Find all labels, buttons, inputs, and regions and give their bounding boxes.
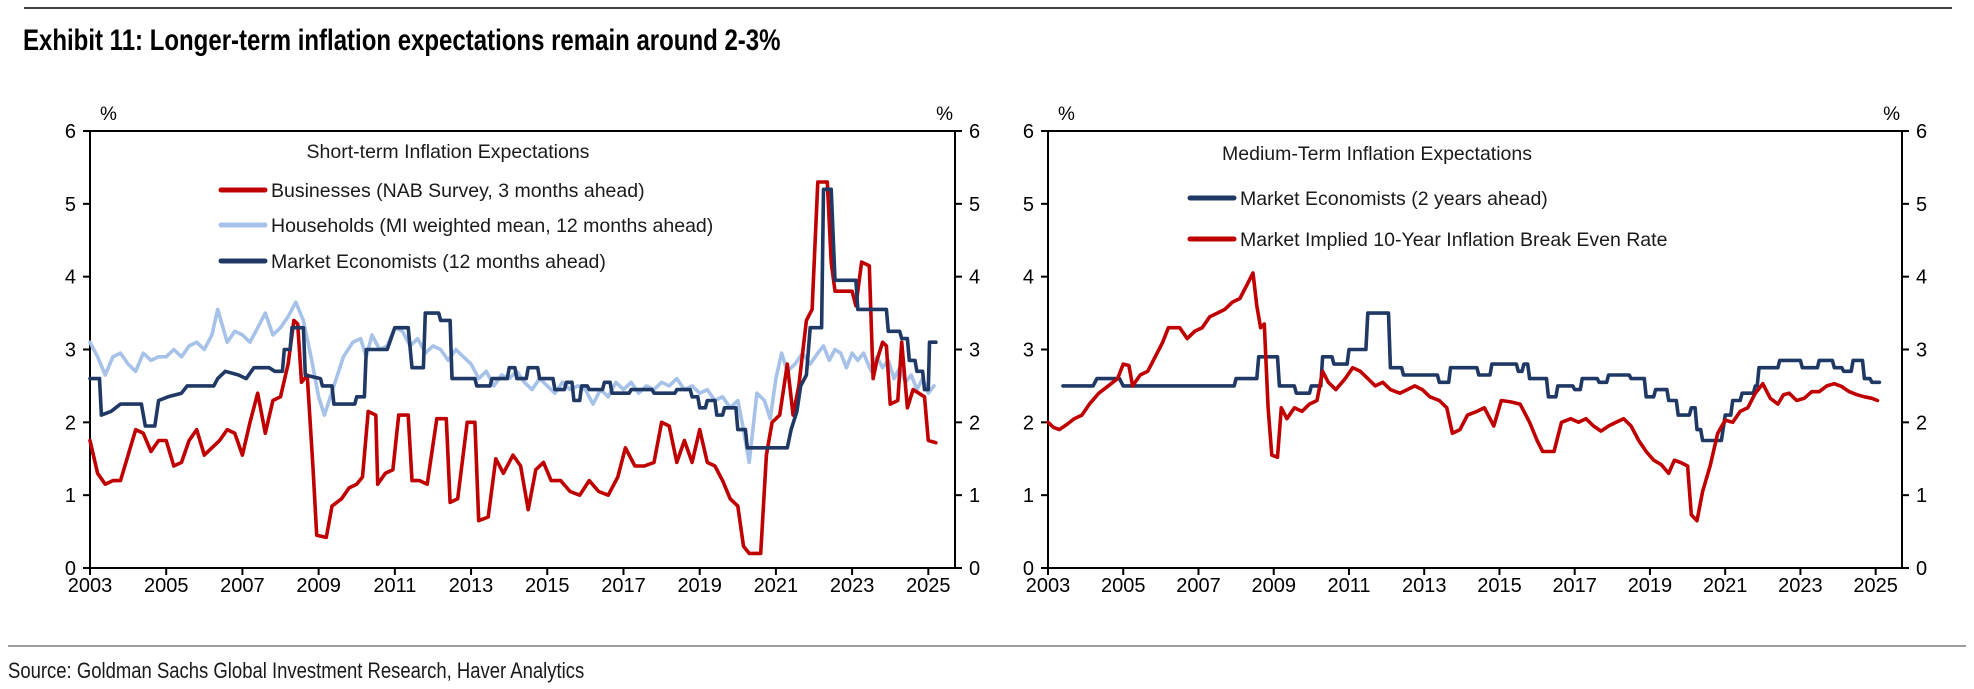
x-axis-label: 2011 [1327, 575, 1370, 597]
y-axis-label-right: 4 [969, 267, 980, 289]
y-axis-label-right: 6 [1916, 121, 1927, 143]
legend-item-households-mi-weighted-mean-12-months-ah: Households (MI weighted mean, 12 months … [218, 215, 713, 237]
y-axis-label-right: 0 [1916, 558, 1927, 580]
x-axis-label: 2019 [1628, 575, 1673, 597]
x-axis-label: 2009 [1251, 575, 1296, 597]
x-axis-label: 2021 [1703, 575, 1748, 597]
top-border-rule [24, 7, 1952, 9]
x-axis-label: 2009 [296, 575, 341, 597]
x-axis-label: 2023 [1778, 575, 1823, 597]
legend-label-market-economists-2-years-ahead: Market Economists (2 years ahead) [1240, 188, 1548, 210]
y-axis-label-left: 5 [1023, 194, 1034, 216]
x-axis-label: 2019 [677, 575, 722, 597]
medium-term-inflation-chart: 0 0 1 1 2 2 3 3 4 4 5 5 6 6 2003 2005 2007 2009 2011 2013 20… [1023, 104, 1927, 597]
y-axis-label-right: 2 [1916, 412, 1927, 434]
legend-label-households-mi-weighted-mean-12-months-ah: Households (MI weighted mean, 12 months … [271, 215, 713, 237]
source-divider-rule [8, 645, 1966, 647]
x-axis-label: 2013 [1402, 575, 1447, 597]
series-line-market-economists-2-years-ahead [1061, 311, 1882, 443]
unit-label-left: % [100, 104, 117, 125]
y-axis-label-left: 1 [1023, 485, 1034, 507]
x-axis-label: 2011 [373, 575, 416, 597]
y-axis-label-left: 0 [1023, 558, 1034, 580]
y-axis-label-left: 4 [65, 267, 76, 289]
unit-label-right: % [936, 104, 953, 125]
x-axis-label: 2007 [220, 575, 265, 597]
series-line-households-mi-weighted-mean-12-months-ah [88, 300, 936, 465]
short-term-inflation-chart: 0 0 1 1 2 2 3 3 4 4 5 5 6 6 2003 2005 2007 2009 2011 2013 20… [65, 104, 980, 597]
series-line-businesses-nab-survey-3-months-ahead [88, 180, 938, 556]
y-axis-label-right: 5 [1916, 194, 1927, 216]
y-axis-label-left: 5 [65, 194, 76, 216]
series-line-market-implied-10-year-inflation-break-e [1046, 271, 1880, 523]
legend-item-market-implied-10-year-inflation-break-e: Market Implied 10-Year Inflation Break E… [1187, 229, 1667, 251]
y-axis-label-left: 0 [65, 558, 76, 580]
x-axis-label: 2025 [1853, 575, 1898, 597]
source-row: Source: Goldman Sachs Global Investment … [8, 658, 694, 684]
y-axis-label-right: 6 [969, 121, 980, 143]
y-axis-label-right: 5 [969, 194, 980, 216]
x-axis-label: 2003 [1026, 575, 1071, 597]
legend-label-market-economists-12-months-ahead: Market Economists (12 months ahead) [271, 251, 606, 273]
y-axis-label-right: 3 [969, 340, 980, 362]
y-axis-label-left: 3 [1023, 340, 1034, 362]
panel-title: Medium-Term Inflation Expectations [1222, 143, 1532, 165]
legend-label-market-implied-10-year-inflation-break-e: Market Implied 10-Year Inflation Break E… [1240, 229, 1667, 251]
y-axis-label-left: 2 [65, 412, 76, 434]
y-axis-label-left: 2 [1023, 412, 1034, 434]
x-axis-label: 2013 [449, 575, 494, 597]
panel-title: Short-term Inflation Expectations [307, 141, 590, 163]
x-axis-label: 2021 [754, 575, 799, 597]
y-axis-label-right: 3 [1916, 340, 1927, 362]
x-axis-label: 2017 [601, 575, 646, 597]
source-note: Source: Goldman Sachs Global Investment … [8, 658, 585, 683]
legend-item-market-economists-12-months-ahead: Market Economists (12 months ahead) [218, 251, 606, 273]
unit-label-right: % [1883, 104, 1900, 125]
x-axis-label: 2003 [68, 575, 113, 597]
y-axis-label-right: 1 [1916, 485, 1927, 507]
x-axis-label: 2023 [830, 575, 875, 597]
legend-label-businesses-nab-survey-3-months-ahead: Businesses (NAB Survey, 3 months ahead) [271, 180, 645, 202]
unit-label-left: % [1058, 104, 1075, 125]
series-line-market-economists-12-months-ahead [88, 187, 938, 450]
legend-item-businesses-nab-survey-3-months-ahead: Businesses (NAB Survey, 3 months ahead) [218, 180, 645, 202]
x-axis-label: 2017 [1552, 575, 1597, 597]
charts-row: 0 0 1 1 2 2 3 3 4 4 5 5 6 6 2003 2005 2007 2009 2011 2013 20… [0, 85, 1974, 615]
y-axis-label-right: 2 [969, 412, 980, 434]
x-axis-label: 2015 [525, 575, 570, 597]
y-axis-label-right: 4 [1916, 267, 1927, 289]
x-axis-label: 2007 [1176, 575, 1221, 597]
y-axis-label-left: 3 [65, 340, 76, 362]
x-axis-label: 2005 [144, 575, 189, 597]
x-axis-label: 2005 [1101, 575, 1146, 597]
x-axis-label: 2015 [1477, 575, 1522, 597]
y-axis-label-right: 1 [969, 485, 980, 507]
y-axis-label-left: 4 [1023, 267, 1034, 289]
exhibit-title-row: Exhibit 11: Longer-term inflation expect… [23, 24, 970, 58]
y-axis-label-left: 1 [65, 485, 76, 507]
y-axis-label-right: 0 [969, 558, 980, 580]
x-axis-label: 2025 [906, 575, 951, 597]
y-axis-label-left: 6 [65, 121, 76, 143]
legend-item-market-economists-2-years-ahead: Market Economists (2 years ahead) [1187, 188, 1548, 210]
y-axis-label-left: 6 [1023, 121, 1034, 143]
page-title: Exhibit 11: Longer-term inflation expect… [23, 24, 781, 57]
